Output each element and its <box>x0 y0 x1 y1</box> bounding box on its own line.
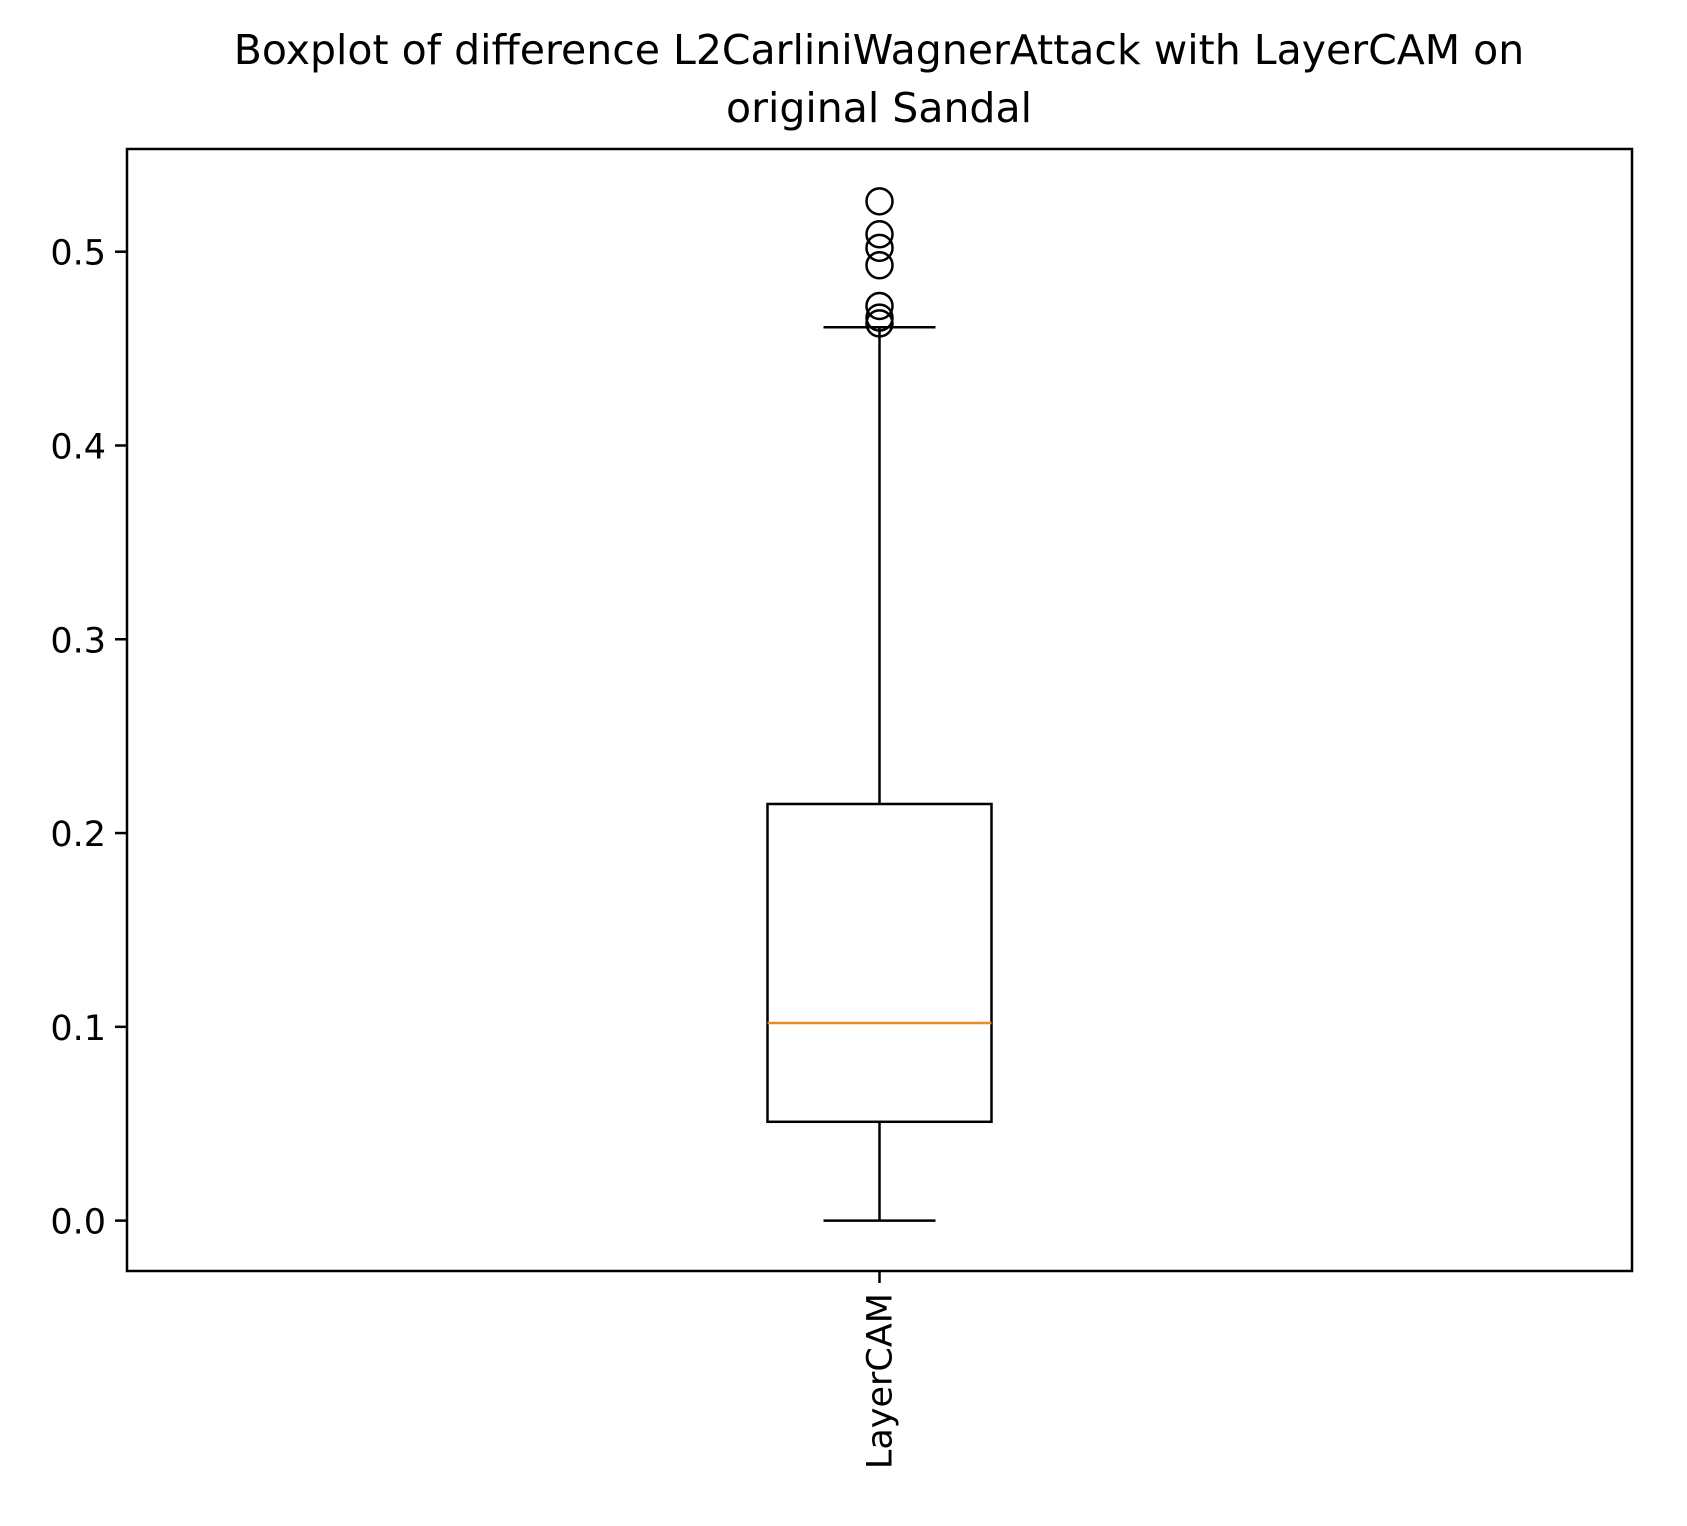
box-iqr <box>766 802 993 1124</box>
outlier-point <box>865 251 894 280</box>
y-tick-label: 0.5 <box>50 234 106 274</box>
y-tick-label: 0.1 <box>50 1009 106 1049</box>
outlier-point <box>865 187 894 216</box>
y-tick-label: 0.4 <box>50 427 106 467</box>
chart-title-line-2: original Sandal <box>726 84 1032 132</box>
outlier-point <box>865 303 894 332</box>
y-tick-label: 0.2 <box>50 815 106 855</box>
outlier-point <box>865 291 894 321</box>
y-tick-label: 0.0 <box>50 1203 106 1243</box>
chart-title-line-1: Boxplot of difference L2CarliniWagnerAtt… <box>234 26 1524 74</box>
plot-area <box>766 187 993 1222</box>
outlier-point <box>865 233 894 263</box>
y-axis: 0.0 0.1 0.2 0.3 0.4 0.5 <box>50 234 127 1243</box>
y-tick-label: 0.3 <box>50 621 106 661</box>
x-tick-label: LayerCAM <box>861 1293 901 1469</box>
outlier-point <box>865 220 894 249</box>
x-axis: LayerCAM <box>861 1271 901 1469</box>
